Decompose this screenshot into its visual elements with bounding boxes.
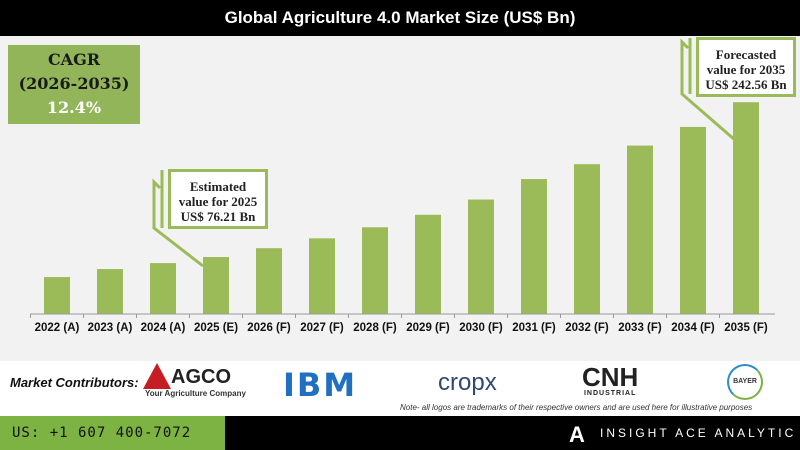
bar-2029 [415,214,441,314]
cagr-period: (2026-2035) [18,74,130,93]
agco-logo: AGCO Your Agriculture Company [143,363,246,398]
cagr-label: CAGR [47,50,101,69]
x-tick-label: 2034 (F) [671,322,715,334]
x-tick-label: 2027 (F) [300,322,344,334]
contributors-label: Market Contributors: [10,375,139,390]
bar-2028 [362,227,388,314]
bar-2035 [733,102,759,314]
bayer-logo: BAYER [727,364,763,400]
x-tick-label: 2031 (F) [512,322,556,334]
x-tick-label: 2030 (F) [459,322,503,334]
ibm-logo: IBM [283,366,358,404]
x-tick-label: 2035 (F) [724,322,768,334]
contributors-bar: Market Contributors: AGCO Your Agricultu… [0,361,800,416]
x-tick-label: 2032 (F) [565,322,609,334]
x-tick-label: 2028 (F) [353,322,397,334]
cagr-value: 12.4% [46,98,102,117]
bar-2034 [680,126,706,315]
x-tick-label: 2033 (F) [618,322,662,334]
chart-title: Global Agriculture 4.0 Market Size (US$ … [0,0,800,36]
x-tick-label: 2025 (E) [194,322,238,334]
forecasted-callout: Forecasted value for 2035 US$ 242.56 Bn [696,37,796,97]
bar-2024 [150,263,176,314]
brand-logo-icon: A [569,422,585,447]
bar-2030 [468,199,494,314]
bar-2032 [574,164,600,314]
phone-number[interactable]: US: +1 607 400-7072 [0,416,225,450]
footer: US: +1 607 400-7072 A INSIGHT ACE ANALYT… [0,416,800,450]
x-tick-label: 2026 (F) [247,322,291,334]
bar-2031 [521,179,547,314]
callout-line: US$ 76.21 Bn [180,209,256,224]
bar-2026 [256,248,282,314]
callout-line: value for 2035 [706,62,786,77]
bar-chart: 2022 (A) 2023 (A) 2024 (A) 2025 (E) 2026 (F)… [30,38,775,334]
bar-2025 [203,257,229,314]
callout-line: Forecasted [715,47,777,62]
cnh-logo: CNH INDUSTRIAL [582,362,639,397]
callout-line: US$ 242.56 Bn [705,77,787,92]
callout-line: Estimated [189,179,247,194]
cagr-box: CAGR (2026-2035) 12.4% [8,45,140,124]
bar-2022 [44,277,70,314]
brand-name: INSIGHT ACE ANALYTIC [600,426,797,440]
trademark-note: Note- all logos are trademarks of their … [400,403,753,412]
x-tick-label: 2029 (F) [406,322,450,334]
bar-2023 [97,269,123,314]
forecasted-leader-line [680,38,736,142]
x-tick-label: 2023 (A) [88,322,133,334]
estimated-leader-line [152,178,204,268]
callout-line: value for 2025 [178,194,258,209]
estimated-callout: Estimated value for 2025 US$ 76.21 Bn [168,169,268,229]
x-tick-label: 2024 (A) [141,322,186,334]
x-tick-label: 2022 (A) [35,322,80,334]
bar-2027 [309,238,335,314]
cropx-logo: cropx [438,369,497,396]
bar-2033 [627,145,653,314]
